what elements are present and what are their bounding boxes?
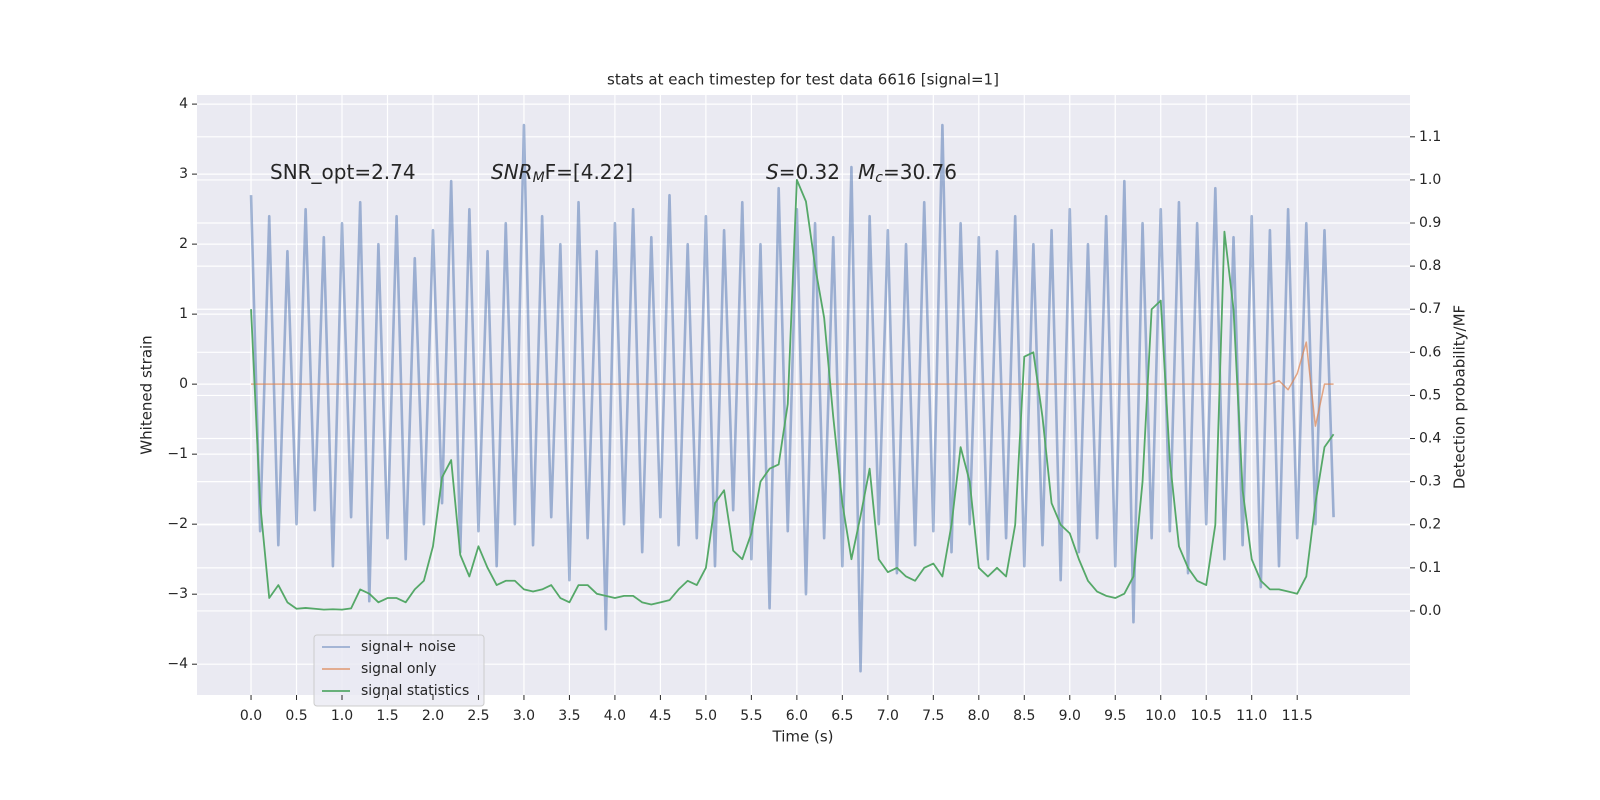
y2-tick-label: 0.2 — [1419, 517, 1441, 533]
x-tick-label: 6.5 — [831, 708, 853, 724]
y-tick-label: 2 — [179, 236, 188, 252]
y-tick-label: −2 — [167, 516, 188, 532]
annotation-part: =30.76 — [883, 160, 957, 184]
x-tick-label: 3.0 — [513, 708, 535, 724]
x-tick-label: 10.0 — [1145, 708, 1176, 724]
annotation: SNRMF=[4.22] — [491, 160, 633, 187]
legend-label: signal only — [361, 661, 436, 677]
x-tick-label: 11.0 — [1236, 708, 1267, 724]
legend: signal+ noise signal only signal statistic… — [313, 634, 485, 707]
annotation-part: =0.32 — [779, 160, 840, 184]
y2-tick-label: 0.8 — [1419, 258, 1441, 274]
annotation-part: F=[4.22] — [545, 160, 633, 184]
y-axis-label: Whitened strain — [138, 335, 156, 454]
x-axis-label: Time (s) — [772, 728, 834, 746]
series-line — [251, 341, 1334, 427]
y2-tick-label: 0.3 — [1419, 474, 1441, 490]
y2-tick-label: 0.4 — [1419, 431, 1441, 447]
y2-tick-label: 0.0 — [1419, 603, 1441, 619]
annotation-part: M — [533, 170, 545, 186]
grid — [197, 95, 1410, 695]
series-line — [250, 179, 1335, 611]
chart-title: stats at each timestep for test data 661… — [607, 71, 999, 89]
annotation-part: S — [766, 160, 779, 184]
y-tick-label: −3 — [167, 586, 188, 602]
x-tick-label: 7.5 — [922, 708, 944, 724]
y2-axis-label: Detection probability/MF — [1451, 305, 1469, 489]
annotation-part: M — [858, 160, 875, 184]
annotation: Mc=30.76 — [858, 160, 957, 187]
x-tick-label: 3.5 — [558, 708, 580, 724]
annotation-part: SNR_opt=2.74 — [270, 160, 416, 184]
legend-label: signal+ noise — [361, 639, 456, 655]
x-tick-label: 4.0 — [604, 708, 626, 724]
annotation-part: c — [875, 170, 883, 186]
y2-tick-label: 1.0 — [1419, 172, 1441, 188]
x-tick-label: 8.0 — [968, 708, 990, 724]
y-tick-label: 1 — [179, 306, 188, 322]
y-tick-label: 3 — [179, 166, 188, 182]
y2-tick-label: 0.9 — [1419, 215, 1441, 231]
y2-tick-label: 0.5 — [1419, 387, 1441, 403]
y-tick-label: 4 — [179, 96, 188, 112]
y-tick-label: −4 — [167, 656, 188, 672]
y2-tick-label: 0.6 — [1419, 344, 1441, 360]
y2-tick-label: 0.7 — [1419, 301, 1441, 317]
x-tick-label: 1.5 — [376, 708, 398, 724]
x-tick-label: 8.5 — [1013, 708, 1035, 724]
y-tick-label: 0 — [179, 376, 188, 392]
x-tick-label: 11.5 — [1282, 708, 1313, 724]
x-tick-label: 2.5 — [467, 708, 489, 724]
annotation: SNR_opt=2.74 — [270, 160, 416, 184]
x-tick-label: 10.5 — [1191, 708, 1222, 724]
legend-label: signal statistics — [361, 683, 469, 699]
x-tick-label: 9.0 — [1059, 708, 1081, 724]
x-tick-label: 5.0 — [695, 708, 717, 724]
annotation: S=0.32 — [766, 160, 840, 184]
x-tick-label: 2.0 — [422, 708, 444, 724]
axes: 0.0 0.5 1.0 1.5 2.0 2.5 3.0 3.5 4.0 4.5 5.0 5.5 6.0 6… — [167, 96, 1441, 724]
y2-tick-label: 0.1 — [1419, 560, 1441, 576]
x-tick-label: 6.0 — [786, 708, 808, 724]
x-tick-label: 0.0 — [240, 708, 262, 724]
x-tick-label: 7.0 — [877, 708, 899, 724]
y2-tick-label: 1.1 — [1419, 129, 1441, 145]
x-tick-label: 5.5 — [740, 708, 762, 724]
x-tick-label: 4.5 — [649, 708, 671, 724]
annotation-part: SNR — [491, 160, 533, 184]
series-line — [249, 123, 1335, 673]
x-tick-label: 1.0 — [331, 708, 353, 724]
marks: SNR_opt=2.74 SNRMF=[4.22] S=0.32 Mc=30.76si… — [249, 123, 1335, 707]
x-tick-label: 0.5 — [285, 708, 307, 724]
y-tick-label: −1 — [167, 446, 188, 462]
legend-box — [313, 634, 485, 707]
x-tick-label: 9.5 — [1104, 708, 1126, 724]
